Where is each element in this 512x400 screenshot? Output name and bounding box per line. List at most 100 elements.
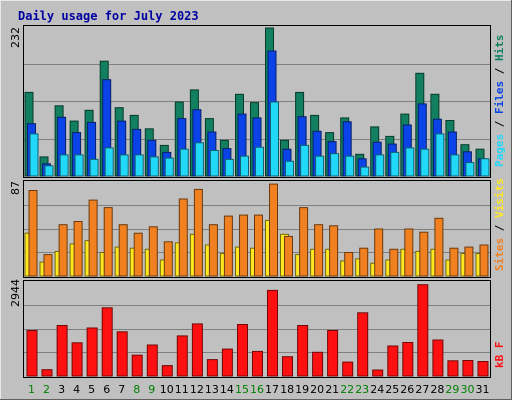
- bar-sites-day-7: [118, 224, 128, 277]
- x-label-day-14: 14: [220, 383, 234, 396]
- bar-pages-day-17: [270, 101, 279, 177]
- legend-visits: Visits: [493, 178, 506, 218]
- bar-pages-day-27: [420, 148, 430, 177]
- bar-sites-day-23: [359, 247, 369, 277]
- bar-pages-day-28: [435, 133, 445, 177]
- bar-pages-day-11: [179, 148, 189, 177]
- bar-pages-day-5: [89, 158, 99, 177]
- bar-pages-day-6: [104, 147, 114, 177]
- bar-kbf-day-20: [312, 351, 324, 377]
- bar-kbf-day-15: [237, 324, 248, 377]
- bar-kbf-day-2: [41, 369, 53, 377]
- bar-kbf-day-31: [477, 361, 489, 377]
- bar-kbf-day-21: [327, 330, 339, 377]
- bar-kbf-day-22: [342, 361, 354, 377]
- bar-pages-day-31: [480, 158, 490, 177]
- x-label-day-29: 29: [445, 383, 459, 396]
- legend-hits: Hits: [493, 35, 506, 62]
- x-label-day-9: 9: [148, 383, 155, 396]
- bar-sites-day-16: [254, 214, 263, 277]
- bar-kbf-day-7: [116, 331, 128, 377]
- legend-sites: Sites: [493, 238, 506, 271]
- bar-pages-day-22: [345, 155, 355, 177]
- bar-kbf-day-3: [56, 325, 68, 377]
- x-label-day-25: 25: [385, 383, 399, 396]
- bar-sites-day-10: [163, 241, 173, 277]
- bar-pages-day-13: [209, 150, 219, 177]
- bar-sites-day-15: [239, 214, 248, 277]
- bar-kbf-day-29: [447, 360, 459, 377]
- x-label-day-28: 28: [430, 383, 444, 396]
- bar-sites-day-21: [329, 225, 339, 277]
- x-label-day-12: 12: [190, 383, 204, 396]
- bar-sites-day-24: [374, 228, 384, 277]
- bar-sites-day-9: [148, 226, 158, 277]
- x-label-day-3: 3: [58, 383, 65, 396]
- bar-sites-day-1: [28, 190, 38, 277]
- bar-pages-day-7: [119, 154, 129, 177]
- ymax-label-top: 232: [9, 27, 22, 48]
- x-label-day-23: 23: [355, 383, 369, 396]
- bar-kbf-day-17: [267, 289, 278, 377]
- bar-sites-day-26: [404, 228, 414, 277]
- bar-pages-day-10: [164, 157, 174, 177]
- bar-sites-day-14: [223, 215, 233, 277]
- bar-sites-day-11: [178, 198, 188, 277]
- x-label-day-31: 31: [476, 383, 490, 396]
- x-label-day-27: 27: [415, 383, 429, 396]
- bar-sites-day-29: [449, 247, 459, 277]
- bar-kbf-day-18: [282, 356, 293, 377]
- x-label-day-11: 11: [175, 383, 189, 396]
- bar-pages-day-9: [149, 156, 159, 177]
- bar-pages-day-26: [405, 147, 415, 177]
- bar-kbf-day-12: [191, 323, 203, 377]
- bar-pages-day-14: [224, 158, 234, 177]
- bar-pages-day-2: [44, 165, 54, 177]
- bar-sites-day-12: [193, 188, 203, 277]
- bar-sites-day-13: [208, 224, 218, 277]
- bar-kbf-day-30: [462, 360, 474, 377]
- x-label-day-13: 13: [205, 383, 219, 396]
- x-axis-labels: 1 2 3 4 5 6 7 8 9 10 11 12 13 14 15 16 17 18 19 20 21 22 23 24 2…: [28, 383, 490, 396]
- x-label-day-26: 26: [400, 383, 414, 396]
- bar-pages-day-8: [134, 154, 144, 177]
- bar-sites-day-6: [103, 207, 113, 277]
- bar-kbf-day-23: [357, 312, 369, 377]
- bar-kbf-day-28: [432, 339, 444, 377]
- bar-sites-day-17: [269, 183, 278, 277]
- ymax-label-mid: 87: [9, 181, 22, 195]
- bar-pages-day-24: [375, 154, 385, 177]
- bar-sites-day-28: [434, 217, 444, 277]
- x-label-day-19: 19: [295, 383, 309, 396]
- x-label-day-7: 7: [118, 383, 125, 396]
- bar-kbf-day-11: [176, 335, 188, 377]
- bar-pages-day-25: [390, 151, 400, 177]
- bar-sites-day-8: [133, 232, 143, 277]
- x-label-day-10: 10: [160, 383, 174, 396]
- bar-sites-day-22: [344, 252, 354, 277]
- bar-pages-day-23: [360, 166, 370, 177]
- x-label-day-18: 18: [280, 383, 294, 396]
- chart-title: Daily usage for July 2023: [18, 9, 199, 23]
- x-label-day-15: 15: [235, 383, 249, 396]
- bar-pages-day-19: [300, 144, 310, 177]
- x-label-day-22: 22: [340, 383, 354, 396]
- legend-kbf: kB F: [493, 342, 506, 369]
- x-label-day-20: 20: [310, 383, 324, 396]
- x-label-day-30: 30: [461, 383, 475, 396]
- x-label-day-16: 16: [250, 383, 264, 396]
- legend-sites-visits: Sites / Visits: [493, 178, 506, 271]
- legend-pages: Pages: [493, 134, 506, 167]
- bar-kbf-day-19: [297, 325, 309, 377]
- bar-pages-day-20: [315, 155, 325, 177]
- bar-sites-day-5: [88, 199, 98, 277]
- bar-kbf-day-26: [402, 342, 414, 377]
- bar-sites-day-27: [419, 231, 429, 277]
- x-label-day-8: 8: [133, 383, 140, 396]
- bar-pages-day-3: [59, 154, 69, 177]
- bar-sites-day-30: [464, 246, 474, 277]
- bars: [24, 27, 490, 377]
- x-label-day-21: 21: [325, 383, 339, 396]
